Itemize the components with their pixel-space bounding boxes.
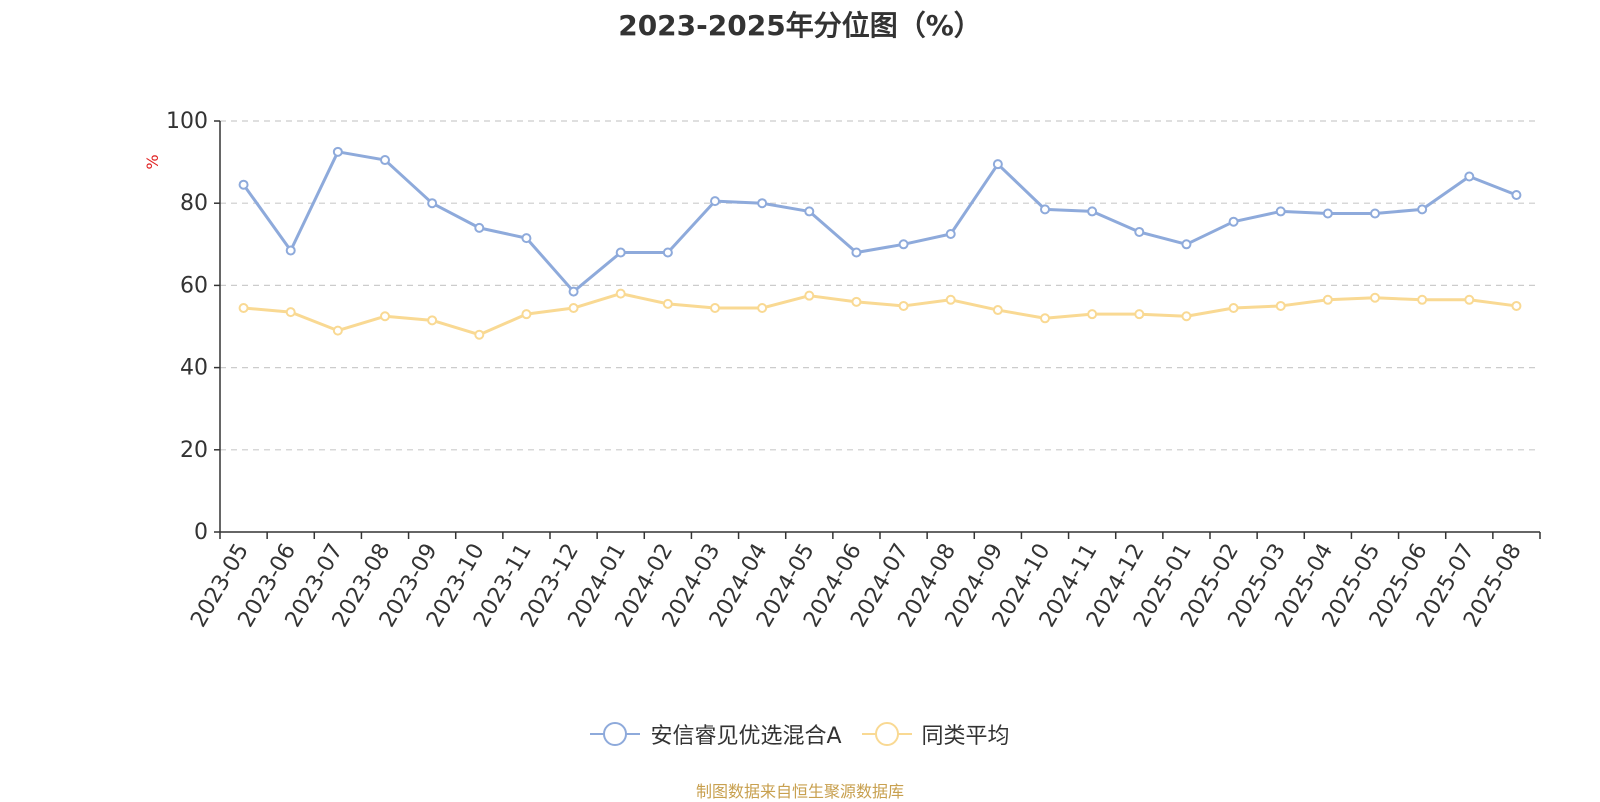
data-point[interactable]: [427, 198, 438, 209]
data-point[interactable]: [1464, 171, 1475, 182]
data-point[interactable]: [1087, 206, 1098, 217]
data-point[interactable]: [757, 198, 768, 209]
data-point[interactable]: [380, 155, 390, 166]
data-point[interactable]: [1275, 300, 1286, 311]
series-line: [242, 150, 1517, 294]
series-2: [238, 288, 1522, 340]
data-point[interactable]: [851, 296, 862, 307]
source-note: 制图数据来自恒生聚源数据库: [695, 782, 904, 801]
data-point[interactable]: [238, 303, 249, 314]
data-point[interactable]: [1040, 313, 1050, 324]
data-point[interactable]: [1417, 204, 1428, 215]
data-point[interactable]: [992, 305, 1003, 316]
data-point[interactable]: [992, 159, 1003, 170]
y-tick-label: 20: [180, 438, 208, 463]
legend-marker-series-2: [861, 721, 912, 747]
data-point[interactable]: [898, 239, 909, 250]
data-point[interactable]: [521, 309, 532, 320]
data-point[interactable]: [710, 303, 720, 314]
data-point[interactable]: [851, 247, 862, 258]
chart-title: 2023-2025年分位图（%）: [618, 9, 982, 42]
data-point[interactable]: [898, 300, 909, 311]
axes: 0204060801002023-052023-062023-072023-08…: [166, 109, 1541, 632]
series-line: [243, 292, 1517, 337]
y-tick-label: 60: [180, 273, 208, 298]
y-tick-label: 80: [180, 191, 208, 216]
data-point[interactable]: [615, 288, 626, 299]
legend: 安信睿见优选混合A 同类平均: [0, 718, 1600, 750]
data-point[interactable]: [238, 179, 249, 190]
data-point[interactable]: [804, 290, 815, 301]
legend-item-series-2[interactable]: 同类平均: [861, 718, 1010, 750]
data-point[interactable]: [1322, 208, 1333, 219]
data-point[interactable]: [804, 206, 815, 217]
data-point[interactable]: [1370, 292, 1380, 303]
data-point[interactable]: [1181, 311, 1192, 322]
data-point[interactable]: [662, 298, 673, 309]
y-tick-label: 0: [194, 520, 208, 545]
data-point[interactable]: [285, 307, 296, 318]
series-1: [238, 146, 1522, 297]
data-point[interactable]: [332, 146, 343, 157]
data-point[interactable]: [1040, 204, 1050, 215]
data-point[interactable]: [474, 222, 485, 233]
legend-marker-series-1: [590, 721, 641, 747]
data-point[interactable]: [568, 303, 579, 314]
data-point[interactable]: [1181, 239, 1192, 250]
data-point[interactable]: [1134, 309, 1145, 320]
data-point[interactable]: [615, 247, 626, 258]
data-point[interactable]: [332, 325, 343, 336]
data-point[interactable]: [1511, 189, 1522, 200]
grid-lines: [220, 120, 1540, 451]
data-point[interactable]: [1322, 294, 1333, 305]
data-point[interactable]: [1417, 294, 1428, 305]
legend-label-series-2: 同类平均: [921, 724, 1010, 749]
legend-label-series-1: 安信睿见优选混合A: [650, 724, 842, 749]
data-point[interactable]: [945, 294, 956, 305]
data-point[interactable]: [1370, 208, 1380, 219]
data-point[interactable]: [1275, 206, 1286, 217]
data-point[interactable]: [662, 247, 673, 258]
data-point[interactable]: [1511, 300, 1522, 311]
data-point[interactable]: [1228, 303, 1239, 314]
data-point[interactable]: [710, 196, 720, 207]
data-point[interactable]: [757, 303, 768, 314]
data-point[interactable]: [474, 329, 485, 340]
y-tick-label: 100: [166, 109, 208, 134]
data-point[interactable]: [1134, 226, 1145, 237]
legend-item-series-1[interactable]: 安信睿见优选混合A: [590, 718, 842, 750]
data-point[interactable]: [285, 245, 296, 256]
y-tick-label: 40: [180, 356, 208, 381]
data-point[interactable]: [1228, 216, 1239, 227]
data-point[interactable]: [945, 229, 956, 240]
data-point[interactable]: [568, 286, 579, 297]
data-point[interactable]: [1464, 294, 1475, 305]
data-point[interactable]: [521, 233, 532, 244]
data-point[interactable]: [380, 311, 390, 322]
data-point[interactable]: [427, 315, 438, 326]
data-point[interactable]: [1087, 309, 1098, 320]
series: [238, 146, 1522, 340]
y-axis-label: %: [143, 154, 162, 169]
